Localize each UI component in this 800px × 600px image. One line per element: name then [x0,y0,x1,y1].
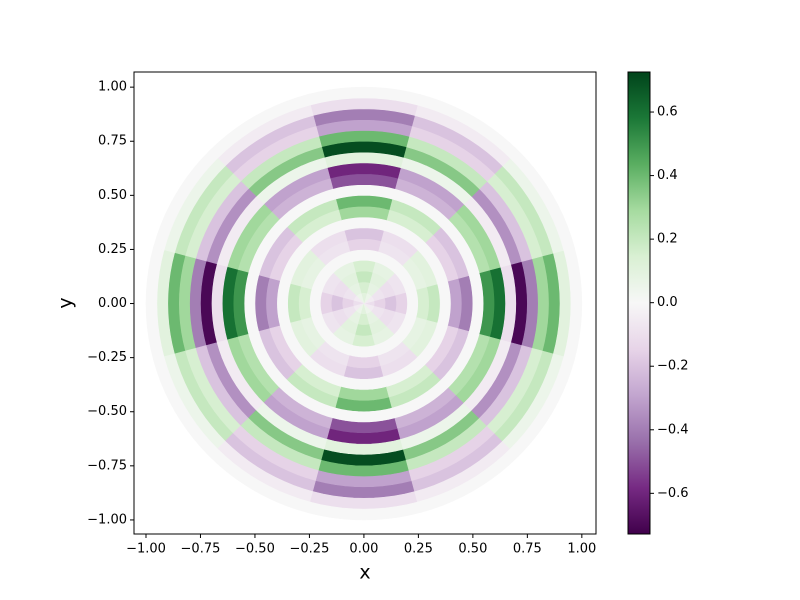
y-tick-label: −1.00 [87,512,127,527]
colorbar-tick-label: −0.4 [657,422,689,437]
colorbar-tick-label: −0.6 [657,486,689,501]
cell [509,356,575,457]
y-tick-label: 1.00 [98,80,127,95]
y-tick-label: −0.75 [87,458,127,473]
cell [352,259,376,273]
y-tick-label: −0.25 [87,350,127,365]
cell [320,291,333,316]
y-axis-label: y [55,297,77,308]
cell [298,286,312,321]
cell [426,283,441,324]
plot-area [145,86,583,521]
cell [343,227,385,242]
x-tick-label: −1.00 [126,542,166,557]
colorbar [627,71,651,535]
x-tick-label: −0.25 [290,542,330,557]
cell [352,334,376,348]
colorbar-tick-label: 0.0 [657,295,678,310]
colorbar-tick-label: 0.6 [657,105,678,120]
cell [287,283,302,324]
cell [346,238,382,252]
x-tick-label: 0.25 [404,542,433,557]
x-tick-label: −0.75 [181,542,221,557]
y-tick-label: 0.00 [98,296,127,311]
x-tick-label: 1.00 [567,542,596,557]
colorbar-tick-label: −0.2 [657,359,689,374]
cell [349,249,379,263]
x-tick-label: 0.00 [349,542,378,557]
cell [346,355,382,369]
colorbar-tick-label: 0.4 [657,168,678,183]
y-tick-label: 0.25 [98,242,127,257]
cell [395,291,408,316]
x-tick-label: 0.50 [458,542,487,557]
y-tick-label: −0.50 [87,404,127,419]
y-tick-label: 0.50 [98,188,127,203]
x-tick-label: −0.50 [235,542,275,557]
colorbar-tick-label: 0.2 [657,232,678,247]
x-tick-label: 0.75 [513,542,542,557]
cell [416,286,430,321]
cell [349,344,379,358]
cell [343,365,385,380]
y-tick-label: 0.75 [98,134,127,149]
cell [309,289,323,318]
cell [405,289,419,318]
axes-frame [133,71,597,535]
x-axis-label: x [359,562,370,584]
